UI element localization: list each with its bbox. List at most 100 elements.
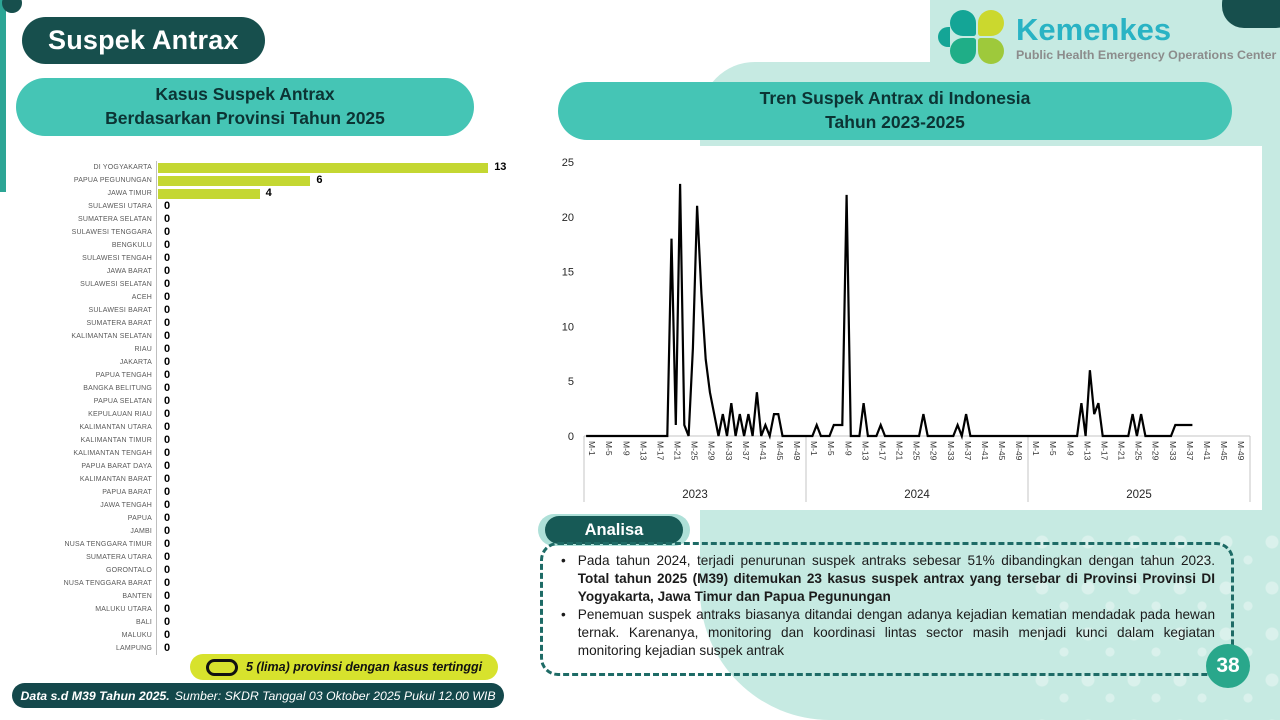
bar-row: SULAWESI TENGGARA 0 [40,226,510,239]
kemenkes-logo: Kemenkes Public Health Emergency Operati… [938,8,1276,68]
bar [158,162,489,173]
legend-pill: 5 (lima) provinsi dengan kasus tertinggi [190,654,499,680]
bar-zone: 0 [156,473,510,486]
bar-value: 0 [164,447,171,459]
bar-zone: 0 [156,343,510,356]
bar-row: JAKARTA 0 [40,356,510,369]
bullet-item: • Pada tahun 2024, terjadi penurunan sus… [553,552,1215,606]
bar-value: 13 [494,161,507,173]
analisa-badge: Analisa [545,516,683,544]
bar-label: JAMBI [130,528,152,535]
kemenkes-logo-text: Kemenkes Public Health Emergency Operati… [1016,14,1276,62]
bar-zone: 0 [156,369,510,382]
bar-row: BANGKA BELITUNG 0 [40,382,510,395]
svg-text:M-33: M-33 [724,441,734,461]
legend-bar-icon [206,658,238,676]
svg-text:25: 25 [562,157,574,169]
bar-row: JAWA BARAT 0 [40,265,510,278]
svg-text:M-41: M-41 [758,441,768,461]
svg-text:M-49: M-49 [1236,441,1246,461]
bar-row: PAPUA BARAT 0 [40,486,510,499]
svg-text:M-17: M-17 [877,441,887,461]
bar-value: 0 [164,369,171,381]
bar-zone: 4 [156,187,510,200]
bar-value: 0 [164,304,171,316]
bar-zone: 0 [156,200,510,213]
left-panel-header-line1: Kasus Suspek Antrax [155,84,335,105]
bar-label: PAPUA BARAT DAYA [81,463,152,470]
bar [158,175,311,186]
bar-zone: 0 [156,304,510,317]
bar-zone: 0 [156,499,510,512]
bar-row: NUSA TENGGARA BARAT 0 [40,577,510,590]
svg-text:20: 20 [562,212,574,224]
bar-value: 0 [164,291,171,303]
bar-label: SUMATERA UTARA [86,554,152,561]
bar-zone: 0 [156,356,510,369]
bar-zone: 0 [156,616,510,629]
bar-row: SULAWESI BARAT 0 [40,304,510,317]
bar-zone: 0 [156,408,510,421]
bar-label: DI YOGYAKARTA [93,164,152,171]
trend-panel-header-line1: Tren Suspek Antrax di Indonesia [759,88,1031,109]
bar-value: 0 [164,551,171,563]
bar-zone: 0 [156,590,510,603]
bar-zone: 0 [156,447,510,460]
bullet-text: Penemuan suspek antraks biasanya ditanda… [577,606,1215,658]
bar-value: 0 [164,317,171,329]
svg-text:M-29: M-29 [1151,441,1161,461]
slide-title-badge: Suspek Antrax [22,17,265,64]
bar-label: BALI [136,619,152,626]
bar-value: 0 [164,577,171,589]
corner-accent [1222,0,1280,28]
bar-value: 4 [265,187,272,199]
bar-zone: 0 [156,434,510,447]
batik-pattern [1030,530,1280,720]
analysis-box: • Pada tahun 2024, terjadi penurunan sus… [540,542,1234,676]
bar-zone: 0 [156,460,510,473]
bar-row: RIAU 0 [40,343,510,356]
bar-label: MALUKU [121,632,152,639]
bar-value: 0 [164,265,171,277]
svg-text:M-9: M-9 [621,441,631,456]
bar-label: JAKARTA [119,359,152,366]
bar-value: 0 [164,252,171,264]
bar-value: 0 [164,642,171,654]
bar-value: 0 [164,213,171,225]
bar-row: GORONTALO 0 [40,564,510,577]
bar-label: MALUKU UTARA [95,606,152,613]
svg-text:M-1: M-1 [1031,441,1041,456]
bar-row: SULAWESI UTARA 0 [40,200,510,213]
bar-label: SULAWESI TENGGARA [71,229,152,236]
bar-row: MALUKU UTARA 0 [40,603,510,616]
bar-zone: 0 [156,603,510,616]
bar-value: 0 [164,486,171,498]
bar-zone: 0 [156,252,510,265]
bar-label: SUMATERA BARAT [86,320,152,327]
left-corner-dot [2,0,22,13]
svg-text:M-9: M-9 [1065,441,1075,456]
bar-label: KALIMANTAN BARAT [79,476,152,483]
footer-source-text: Sumber: SKDR Tanggal 03 Oktober 2025 Puk… [174,688,496,703]
bar-label: BANTEN [122,593,152,600]
bar-value: 0 [164,512,171,524]
bar-label: PAPUA PEGUNUNGAN [73,177,152,184]
svg-text:2023: 2023 [682,489,708,501]
bar-zone: 0 [156,642,510,655]
bullet-icon: • [561,606,566,622]
bar-row: DI YOGYAKARTA 13 [40,161,510,174]
bar-label: SULAWESI BARAT [88,307,152,314]
svg-text:M-41: M-41 [1202,441,1212,461]
trend-panel-header-line2: Tahun 2023-2025 [825,112,965,132]
bar-row: SUMATERA SELATAN 0 [40,213,510,226]
bar-row: KEPULAUAN RIAU 0 [40,408,510,421]
bar-value: 0 [164,200,171,212]
bar-label: PAPUA TENGAH [95,372,152,379]
svg-text:M-17: M-17 [1099,441,1109,461]
svg-text:M-29: M-29 [929,441,939,461]
svg-text:15: 15 [562,267,574,279]
svg-text:M-37: M-37 [963,441,973,461]
bar-value: 0 [164,421,171,433]
bar-zone: 0 [156,551,510,564]
